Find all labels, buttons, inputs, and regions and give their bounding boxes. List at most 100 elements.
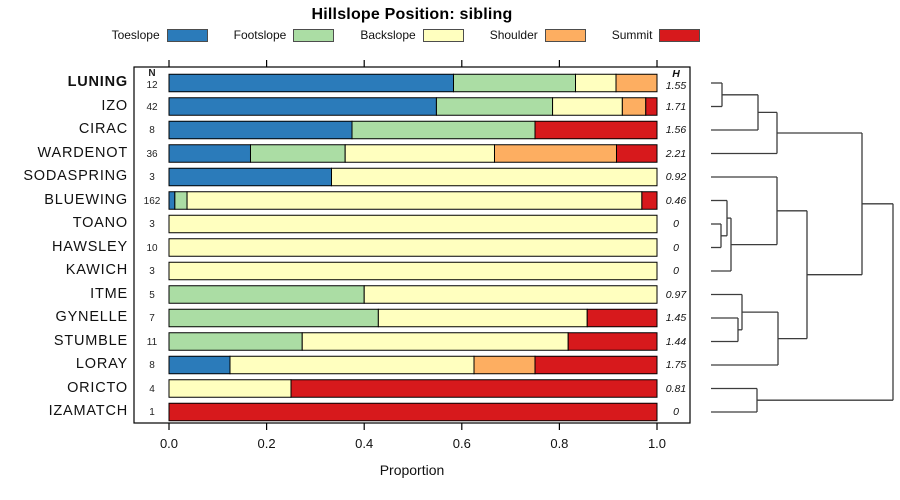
x-tick-label: 0.2 xyxy=(257,436,276,451)
h-column-header: H xyxy=(672,68,680,80)
bar-segment-footslope xyxy=(351,120,536,140)
row-label: ORICTO xyxy=(67,379,128,396)
h-value: 2.21 xyxy=(665,147,687,160)
bar-segment-summit xyxy=(567,332,658,351)
row-label: LUNING xyxy=(67,74,128,90)
legend-item: Footslope xyxy=(234,28,335,42)
row-label: IZAMATCH xyxy=(48,403,128,419)
row-label: WARDENOT xyxy=(37,144,128,161)
legend-item: Summit xyxy=(612,28,701,42)
h-value: 0 xyxy=(673,265,679,277)
n-value: 42 xyxy=(146,101,158,113)
bar-segment-shoulder xyxy=(621,97,647,116)
row-label: CIRAC xyxy=(78,121,128,137)
h-value: 0 xyxy=(673,218,679,230)
bar-segment-footslope xyxy=(168,332,303,351)
bar-segment-footslope xyxy=(249,144,346,163)
n-value: 11 xyxy=(146,336,158,348)
x-tick-label: 0.0 xyxy=(159,436,179,451)
bar-segment-backslope xyxy=(344,144,495,163)
bar-segment-backslope xyxy=(186,191,643,210)
row-label: TOANO xyxy=(72,215,128,231)
bar-segment-backslope xyxy=(552,97,623,116)
bar-segment-footslope xyxy=(453,73,577,93)
legend-swatch xyxy=(166,28,208,42)
h-value: 1.45 xyxy=(665,312,687,324)
bar-segment-backslope xyxy=(331,167,658,187)
bar-segment-backslope xyxy=(229,355,475,375)
row-label: KAWICH xyxy=(65,262,128,278)
chart-title: Hillslope Position: sibling xyxy=(311,6,513,23)
legend-label: Backslope xyxy=(360,28,416,42)
n-value: 10 xyxy=(146,242,158,254)
n-value: 4 xyxy=(149,383,155,395)
h-value: 0 xyxy=(673,406,679,418)
n-value-text: 12 xyxy=(146,80,158,91)
legend-label: Summit xyxy=(611,28,653,42)
legend-item: Shoulder xyxy=(490,28,586,42)
x-tick-label: 0.6 xyxy=(452,436,471,451)
row-label: BLUEWING xyxy=(44,191,128,208)
n-value: 8 xyxy=(149,125,155,136)
n-value: 8 xyxy=(149,360,155,371)
n-value: 1 xyxy=(149,407,155,418)
x-tick-label: 0.4 xyxy=(355,436,374,451)
n-value: 36 xyxy=(146,148,158,160)
h-value: 0.46 xyxy=(665,194,687,207)
n-value: 3 xyxy=(149,172,155,183)
bar-segment-footslope xyxy=(168,285,365,304)
dendrogram xyxy=(711,82,894,413)
row-label: ITME xyxy=(90,285,128,302)
h-value: 0.81 xyxy=(665,382,687,395)
legend-item: Toeslope xyxy=(112,28,208,42)
h-value: 0 xyxy=(673,241,679,254)
bar-segment-summit xyxy=(615,144,658,163)
row-label: LORAY xyxy=(75,356,128,372)
n-value: 162 xyxy=(143,195,161,207)
bar-segment-footslope xyxy=(174,191,188,210)
bar-segment-shoulder xyxy=(473,355,536,375)
h-value: 0.97 xyxy=(665,288,687,301)
row-label: IZO xyxy=(101,97,128,114)
bar-segment-summit xyxy=(586,308,658,328)
legend-label: Footslope xyxy=(233,28,287,42)
h-value: 1.44 xyxy=(665,335,687,348)
h-value: 1.71 xyxy=(665,100,687,113)
n-column-header: N xyxy=(148,68,156,79)
n-value: 3 xyxy=(149,266,155,277)
bar-segment-summit xyxy=(641,191,658,210)
bar-segment-summit xyxy=(168,402,658,422)
legend-swatch xyxy=(659,28,701,42)
bar-segment-toeslope xyxy=(168,355,231,375)
x-axis-label: Proportion xyxy=(379,462,445,478)
legend-swatch xyxy=(422,28,464,42)
h-value: 1.75 xyxy=(665,359,687,371)
bar-segment-backslope xyxy=(168,379,292,398)
x-tick-label: 0.8 xyxy=(550,436,569,451)
bar-segment-backslope xyxy=(377,308,588,328)
bar-segment-shoulder xyxy=(615,73,658,93)
row-label: STUMBLE xyxy=(53,332,128,349)
bar-segment-toeslope xyxy=(168,73,455,93)
bar-segment-toeslope xyxy=(168,144,251,163)
bar-segment-backslope xyxy=(301,332,569,351)
n-value: 5 xyxy=(149,289,155,301)
n-value: 3 xyxy=(149,219,155,230)
bar-segment-summit xyxy=(290,379,658,398)
bar-segment-backslope xyxy=(575,73,617,93)
bar-segment-toeslope xyxy=(168,120,353,140)
x-tick-label: 1.0 xyxy=(647,436,667,451)
n-value: N 12 xyxy=(132,68,172,92)
h-value-text: 1.55 xyxy=(665,80,687,92)
bar-segment-summit xyxy=(534,355,658,375)
plot-box xyxy=(133,66,691,424)
legend-swatch xyxy=(293,28,335,42)
bar-segment-backslope xyxy=(168,214,658,234)
row-label: HAWSLEY xyxy=(52,238,128,255)
bar-segment-summit xyxy=(645,97,658,116)
bar-segment-backslope xyxy=(363,285,658,304)
legend: Toeslope Footslope Backslope Shoulder Summit xyxy=(0,26,812,44)
bar-segment-toeslope xyxy=(168,97,437,116)
